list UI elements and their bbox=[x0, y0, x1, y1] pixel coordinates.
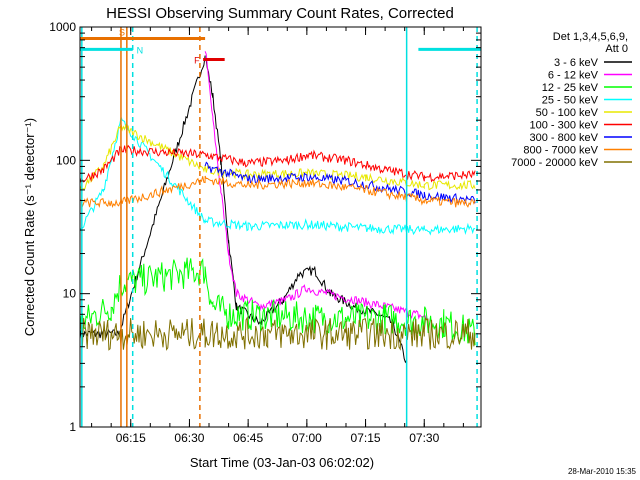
legend-label-0: 3 - 6 keV bbox=[554, 57, 599, 69]
flag-label-3: F bbox=[194, 56, 200, 66]
x-tick-label-0: 06:15 bbox=[116, 431, 146, 445]
x-tick-label-1: 06:30 bbox=[174, 431, 204, 445]
y-tick-label-1: 10 bbox=[63, 287, 77, 301]
tick-layer: 06:15 06:30 06:45 07:00 07:15 07:30 1 10 100 1000 bbox=[49, 20, 481, 445]
chart-title: HESSI Observing Summary Count Rates, Cor… bbox=[106, 5, 454, 22]
y-tick-label-0: 1 bbox=[69, 420, 76, 434]
y-tick-label-2: 100 bbox=[56, 153, 76, 167]
legend-label-2: 12 - 25 keV bbox=[542, 82, 599, 94]
flag-label-0: S bbox=[119, 27, 125, 37]
legend-label-7: 800 - 7000 keV bbox=[523, 145, 598, 157]
series-line-6 bbox=[204, 161, 476, 205]
plot-frame bbox=[79, 26, 482, 428]
flag-label-1: N bbox=[137, 45, 144, 55]
x-tick-label-4: 07:15 bbox=[351, 431, 381, 445]
legend-label-1: 6 - 12 keV bbox=[548, 70, 599, 82]
series-line-8 bbox=[79, 316, 476, 351]
series-line-5 bbox=[79, 144, 476, 184]
series-line-2 bbox=[79, 257, 476, 346]
x-tick-label-3: 07:00 bbox=[292, 431, 322, 445]
legend-label-8: 7000 - 20000 keV bbox=[511, 157, 599, 169]
series-line-3 bbox=[79, 116, 476, 236]
legend-label-5: 100 - 300 keV bbox=[530, 120, 599, 132]
series-line-1 bbox=[204, 51, 429, 320]
legend-label-6: 300 - 800 keV bbox=[530, 132, 599, 144]
legend-label-4: 50 - 100 keV bbox=[536, 107, 599, 119]
series-layer bbox=[79, 51, 476, 364]
vline-layer bbox=[81, 27, 478, 427]
legend-title-line-1: Att 0 bbox=[605, 43, 628, 55]
x-axis-label: Start Time (03-Jan-03 06:02:02) bbox=[190, 455, 374, 470]
x-tick-label-2: 06:45 bbox=[233, 431, 263, 445]
y-tick-label-3: 1000 bbox=[49, 20, 76, 34]
flag-layer: SNNF bbox=[80, 27, 481, 66]
footer-date: 28-Mar-2010 15:35 bbox=[568, 467, 637, 476]
x-tick-label-5: 07:30 bbox=[409, 431, 439, 445]
y-axis-label: Corrected Count Rate (s⁻¹ detector⁻¹) bbox=[22, 118, 37, 336]
legend-title-line-0: Det 1,3,4,5,6,9, bbox=[553, 31, 628, 43]
series-line-7 bbox=[79, 175, 476, 209]
legend-label-3: 25 - 50 keV bbox=[542, 95, 599, 107]
